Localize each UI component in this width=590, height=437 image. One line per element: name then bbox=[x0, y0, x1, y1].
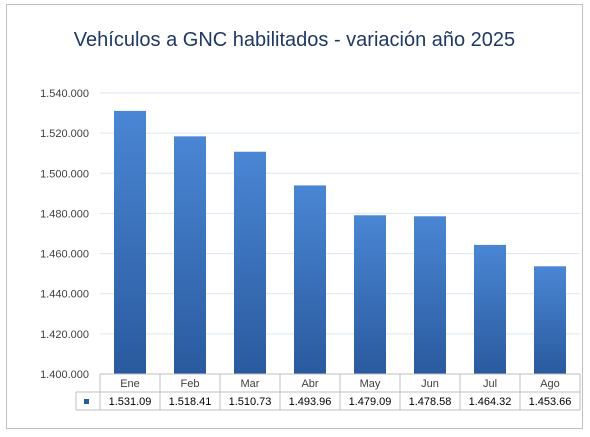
bar-jul bbox=[474, 244, 506, 374]
data-table-value: 1.479.09 bbox=[349, 396, 392, 408]
bar-abr bbox=[294, 185, 326, 374]
category-label: Jun bbox=[421, 378, 439, 390]
bar-mar bbox=[234, 151, 266, 374]
category-label: Ene bbox=[120, 378, 140, 390]
y-tick-label: 1.420.000 bbox=[40, 329, 89, 341]
chart-title: Vehículos a GNC habilitados - variación … bbox=[73, 29, 516, 51]
data-table-value: 1.453.66 bbox=[529, 396, 572, 408]
y-tick-label: 1.400.000 bbox=[40, 369, 89, 381]
data-table-value: 1.464.32 bbox=[469, 396, 512, 408]
data-table-value: 1.518.41 bbox=[169, 396, 212, 408]
category-label: Abr bbox=[301, 378, 318, 390]
data-table-value: 1.531.09 bbox=[109, 396, 152, 408]
bar-may bbox=[354, 215, 386, 374]
y-tick-label: 1.520.000 bbox=[40, 128, 89, 140]
bars bbox=[114, 110, 566, 375]
category-label: May bbox=[360, 378, 381, 390]
y-tick-label: 1.540.000 bbox=[40, 88, 89, 100]
bar-feb bbox=[174, 136, 206, 374]
category-label: Jul bbox=[483, 378, 497, 390]
y-tick-label: 1.480.000 bbox=[40, 208, 89, 220]
y-tick-label: 1.460.000 bbox=[40, 249, 89, 261]
bar-ago bbox=[534, 266, 566, 374]
y-tick-label: 1.440.000 bbox=[40, 289, 89, 301]
data-table-value: 1.493.96 bbox=[289, 396, 332, 408]
gridlines bbox=[100, 92, 580, 375]
data-table-value: 1.510.73 bbox=[229, 396, 272, 408]
data-table: Ene 1.531.09 Feb 1.518.41 Mar 1.510.73 Abr 1.49… bbox=[75, 373, 581, 411]
category-label: Feb bbox=[181, 378, 200, 390]
legend-key-swatch bbox=[84, 399, 89, 404]
category-label: Ago bbox=[540, 378, 560, 390]
y-axis-ticks: 1.400.000 1.420.000 1.440.000 1.460.000 1.48… bbox=[40, 88, 89, 381]
data-table-value: 1.478.58 bbox=[409, 396, 452, 408]
bar-ene bbox=[114, 110, 146, 375]
bar-jun bbox=[414, 216, 446, 374]
y-tick-label: 1.500.000 bbox=[40, 168, 89, 180]
category-label: Mar bbox=[241, 378, 260, 390]
